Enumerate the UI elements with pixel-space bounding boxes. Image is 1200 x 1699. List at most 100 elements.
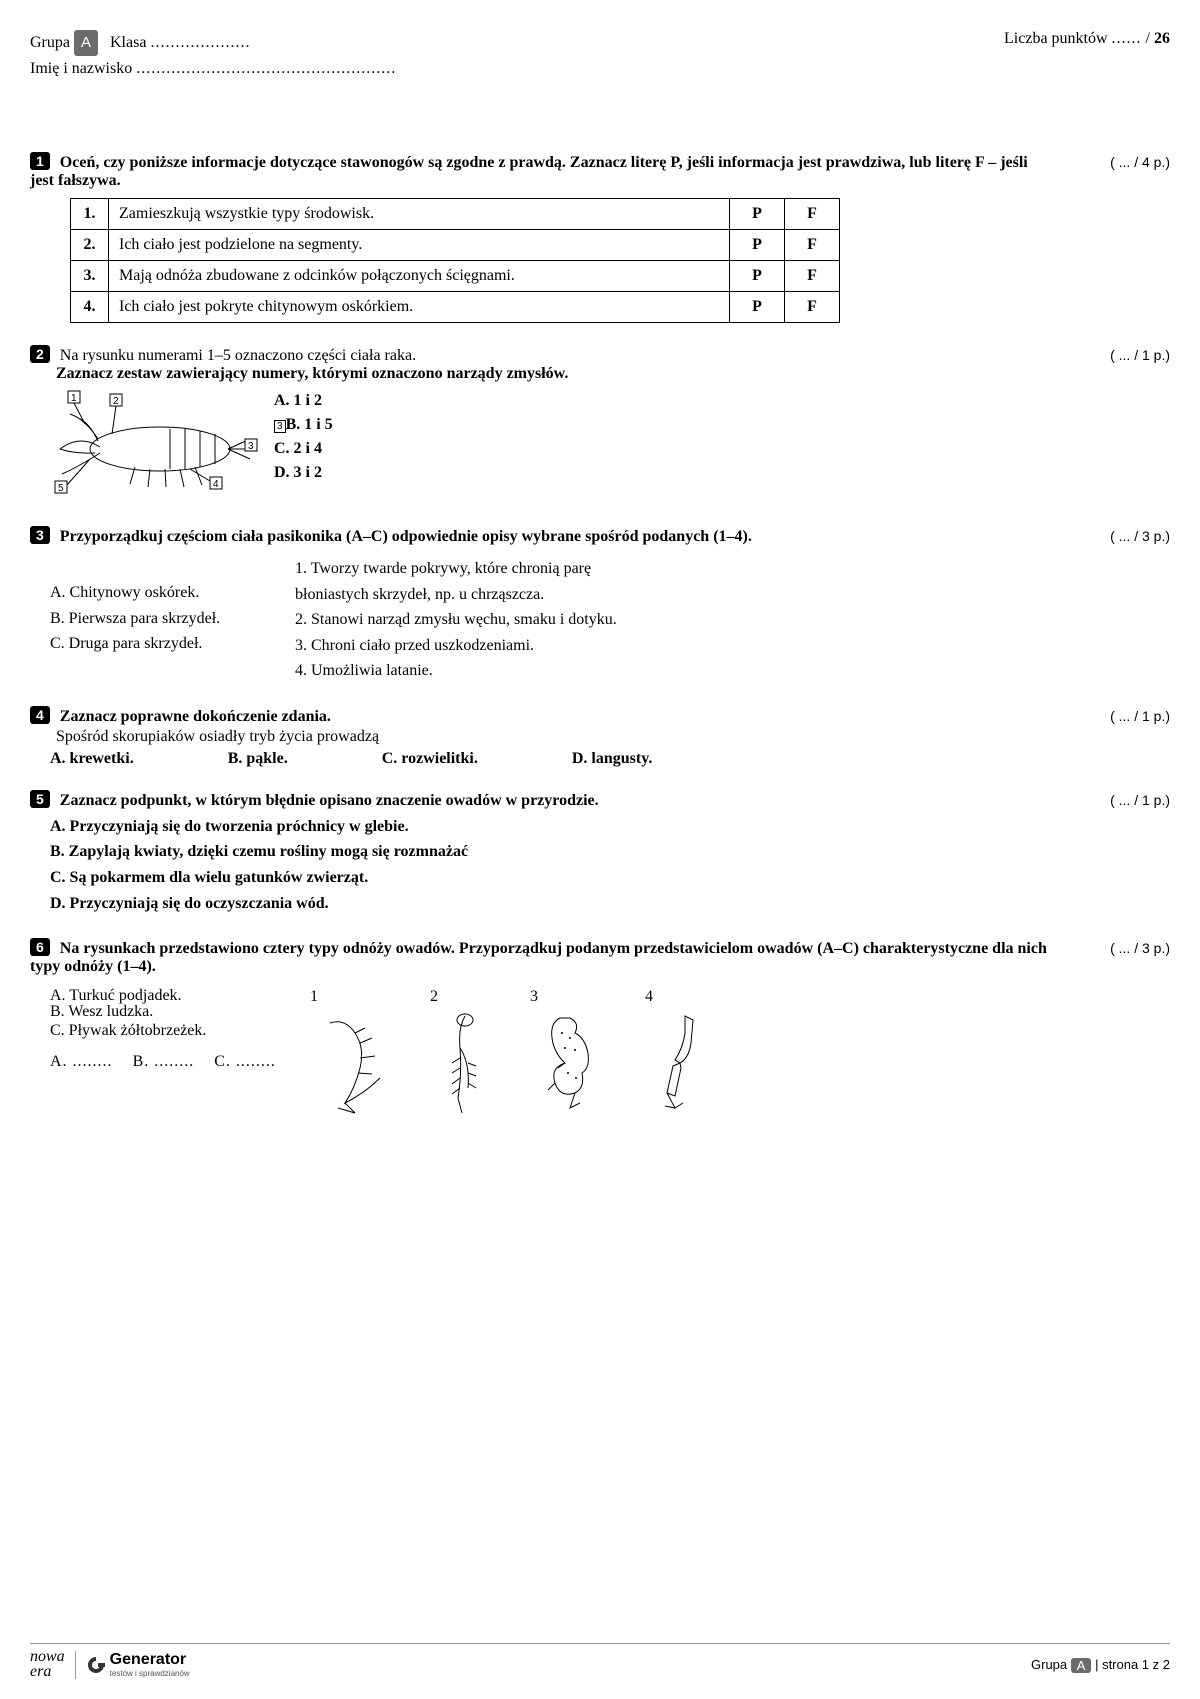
q6-B: B. Wesz ludzka. <box>50 1004 310 1020</box>
logo-gen-text: Generator <box>110 1651 186 1668</box>
q5-options: A. Przyczyniają się do tworzenia próchni… <box>50 814 1050 916</box>
document-header: Grupa A Klasa .................... Imię … <box>30 30 1170 82</box>
q6-left: A. Turkuć podjadek. B. Wesz ludzka. C. P… <box>50 988 310 1123</box>
q1-row4-text: Ich ciało jest pokryte chitynowym oskórk… <box>109 291 730 322</box>
q1-row3-f[interactable]: F <box>785 260 840 291</box>
q5-opt-b[interactable]: B. Zapylają kwiaty, dzięki czemu rośliny… <box>50 843 468 860</box>
q4-sub: Spośród skorupiaków osiadły tryb życia p… <box>56 728 1050 746</box>
svg-text:5: 5 <box>58 483 64 494</box>
q3-r1b: błoniastych skrzydeł, np. u chrząszcza. <box>295 582 1050 608</box>
points-dots: ...... <box>1112 30 1142 47</box>
q3-r3: 3. Chroni ciało przed uszkodzeniami. <box>295 633 1050 659</box>
q1-row1-p[interactable]: P <box>730 198 785 229</box>
q5-opt-a[interactable]: A. Przyczyniają się do tworzenia próchni… <box>50 818 409 835</box>
q3-title: Przyporządkuj częściom ciała pasikonika … <box>60 528 752 545</box>
q1-row3-n: 3. <box>71 260 109 291</box>
class-blank: .................... <box>150 34 250 51</box>
q6-title: Na rysunkach przedstawiono cztery typy o… <box>30 940 1047 975</box>
q3-A: A. Chitynowy oskórek. <box>50 580 295 606</box>
name-label: Imię i nazwisko <box>30 60 132 77</box>
q6-A: A. Turkuć podjadek. <box>50 988 310 1004</box>
q4-opt-a[interactable]: A. krewetki. <box>50 750 134 767</box>
q3-left-col: A. Chitynowy oskórek. B. Pierwsza para s… <box>50 556 295 684</box>
q2-figure: 1 2 3 4 5 <box>50 389 260 504</box>
logo-nowa-era: nowa era <box>30 1650 65 1679</box>
q6-ans-c: C. ........ <box>214 1053 276 1070</box>
q1-row4-n: 4. <box>71 291 109 322</box>
q2-opt-d[interactable]: D. 3 i 2 <box>274 464 322 481</box>
q1-title: Oceń, czy poniższe informacje dotyczące … <box>30 154 1028 189</box>
q1-row4-f[interactable]: F <box>785 291 840 322</box>
points-total: Liczba punktów ...... / 26 <box>1004 30 1170 82</box>
q1-row1-n: 1. <box>71 198 109 229</box>
q6-ans-a: A. ........ <box>50 1053 113 1070</box>
q6-fig3-label: 3 <box>530 988 615 1006</box>
footer-group-badge: A <box>1071 1658 1092 1673</box>
points-label: Liczba punktów <box>1004 30 1108 47</box>
group-badge: A <box>74 30 98 56</box>
q1-row2-p[interactable]: P <box>730 229 785 260</box>
q4-title: Zaznacz poprawne dokończenie zdania. <box>60 708 331 725</box>
q4-opt-d[interactable]: D. langusty. <box>572 750 652 767</box>
question-2: 2 Na rysunku numerami 1–5 oznaczono częś… <box>30 345 1170 504</box>
points-max: 26 <box>1154 30 1170 47</box>
q2-num: 2 <box>30 345 50 363</box>
q5-opt-d[interactable]: D. Przyczyniają się do oczyszczania wód. <box>50 895 329 912</box>
page-footer: nowa era Generator testów i sprawdzianów… <box>30 1643 1170 1679</box>
q6-fig2-label: 2 <box>430 988 500 1006</box>
q2-opt-b[interactable]: B. 1 i 5 <box>286 416 333 433</box>
q1-row4-p[interactable]: P <box>730 291 785 322</box>
points-sep: / <box>1146 30 1150 47</box>
logo-era: era <box>30 1665 65 1679</box>
q2-box3: 3 <box>274 420 286 433</box>
generator-icon <box>86 1655 106 1675</box>
q3-B: B. Pierwsza para skrzydeł. <box>50 606 295 632</box>
q1-row3-p[interactable]: P <box>730 260 785 291</box>
q3-r1a: 1. Tworzy twarde pokrywy, które chronią … <box>295 556 1050 582</box>
logo-generator-wrap: Generator testów i sprawdzianów <box>86 1651 190 1678</box>
q5-num: 5 <box>30 790 50 808</box>
q2-opt-a[interactable]: A. 1 i 2 <box>274 392 322 409</box>
q3-r4: 4. Umożliwia latanie. <box>295 658 1050 684</box>
q4-num: 4 <box>30 706 50 724</box>
q5-points: ( ... / 1 p.) <box>1070 790 1170 808</box>
question-4: 4 Zaznacz poprawne dokończenie zdania. S… <box>30 706 1170 768</box>
q1-row3-text: Mają odnóża zbudowane z odcinków połączo… <box>109 260 730 291</box>
q3-num: 3 <box>30 526 50 544</box>
q1-row1-f[interactable]: F <box>785 198 840 229</box>
q2-opt-c[interactable]: C. 2 i 4 <box>274 440 322 457</box>
q6-num: 6 <box>30 938 50 956</box>
svg-text:2: 2 <box>113 396 119 407</box>
footer-left: nowa era Generator testów i sprawdzianów <box>30 1650 190 1679</box>
footer-page: | strona 1 z 2 <box>1095 1657 1170 1672</box>
logo-gen-sub: testów i sprawdzianów <box>110 1669 190 1678</box>
svg-text:4: 4 <box>213 479 219 490</box>
q6-fig1: 1 <box>310 988 400 1123</box>
q6-fig2: 2 <box>430 988 500 1123</box>
svg-text:1: 1 <box>71 393 77 404</box>
q6-ans-b: B. ........ <box>133 1053 195 1070</box>
q2-line2: Zaznacz zestaw zawierający numery, który… <box>56 365 568 382</box>
q6-fig4-label: 4 <box>645 988 720 1006</box>
q1-num: 1 <box>30 152 50 170</box>
group-label: Grupa <box>30 34 70 51</box>
q5-opt-c[interactable]: C. Są pokarmem dla wielu gatunków zwierz… <box>50 869 368 886</box>
q1-row2-f[interactable]: F <box>785 229 840 260</box>
q6-figures: 1 2 <box>310 988 720 1123</box>
q6-fig3: 3 <box>530 988 615 1123</box>
q1-points: ( ... / 4 p.) <box>1070 152 1170 170</box>
q4-opt-c[interactable]: C. rozwielitki. <box>382 750 478 767</box>
q2-line1: Na rysunku numerami 1–5 oznaczono części… <box>60 347 416 364</box>
q1-row2-n: 2. <box>71 229 109 260</box>
q6-fig1-label: 1 <box>310 988 400 1006</box>
name-blank: ........................................… <box>136 60 396 77</box>
q4-points: ( ... / 1 p.) <box>1070 706 1170 724</box>
question-3: 3 Przyporządkuj częściom ciała pasikonik… <box>30 526 1170 684</box>
question-1: 1 Oceń, czy poniższe informacje dotycząc… <box>30 152 1170 323</box>
class-label: Klasa <box>110 34 146 51</box>
q1-row2-text: Ich ciało jest podzielone na segmenty. <box>109 229 730 260</box>
question-5: 5 Zaznacz podpunkt, w którym błędnie opi… <box>30 790 1170 916</box>
q4-opt-b[interactable]: B. pąkle. <box>228 750 288 767</box>
q6-fig4: 4 <box>645 988 720 1123</box>
q3-right-col: 1. Tworzy twarde pokrywy, które chronią … <box>295 556 1050 684</box>
